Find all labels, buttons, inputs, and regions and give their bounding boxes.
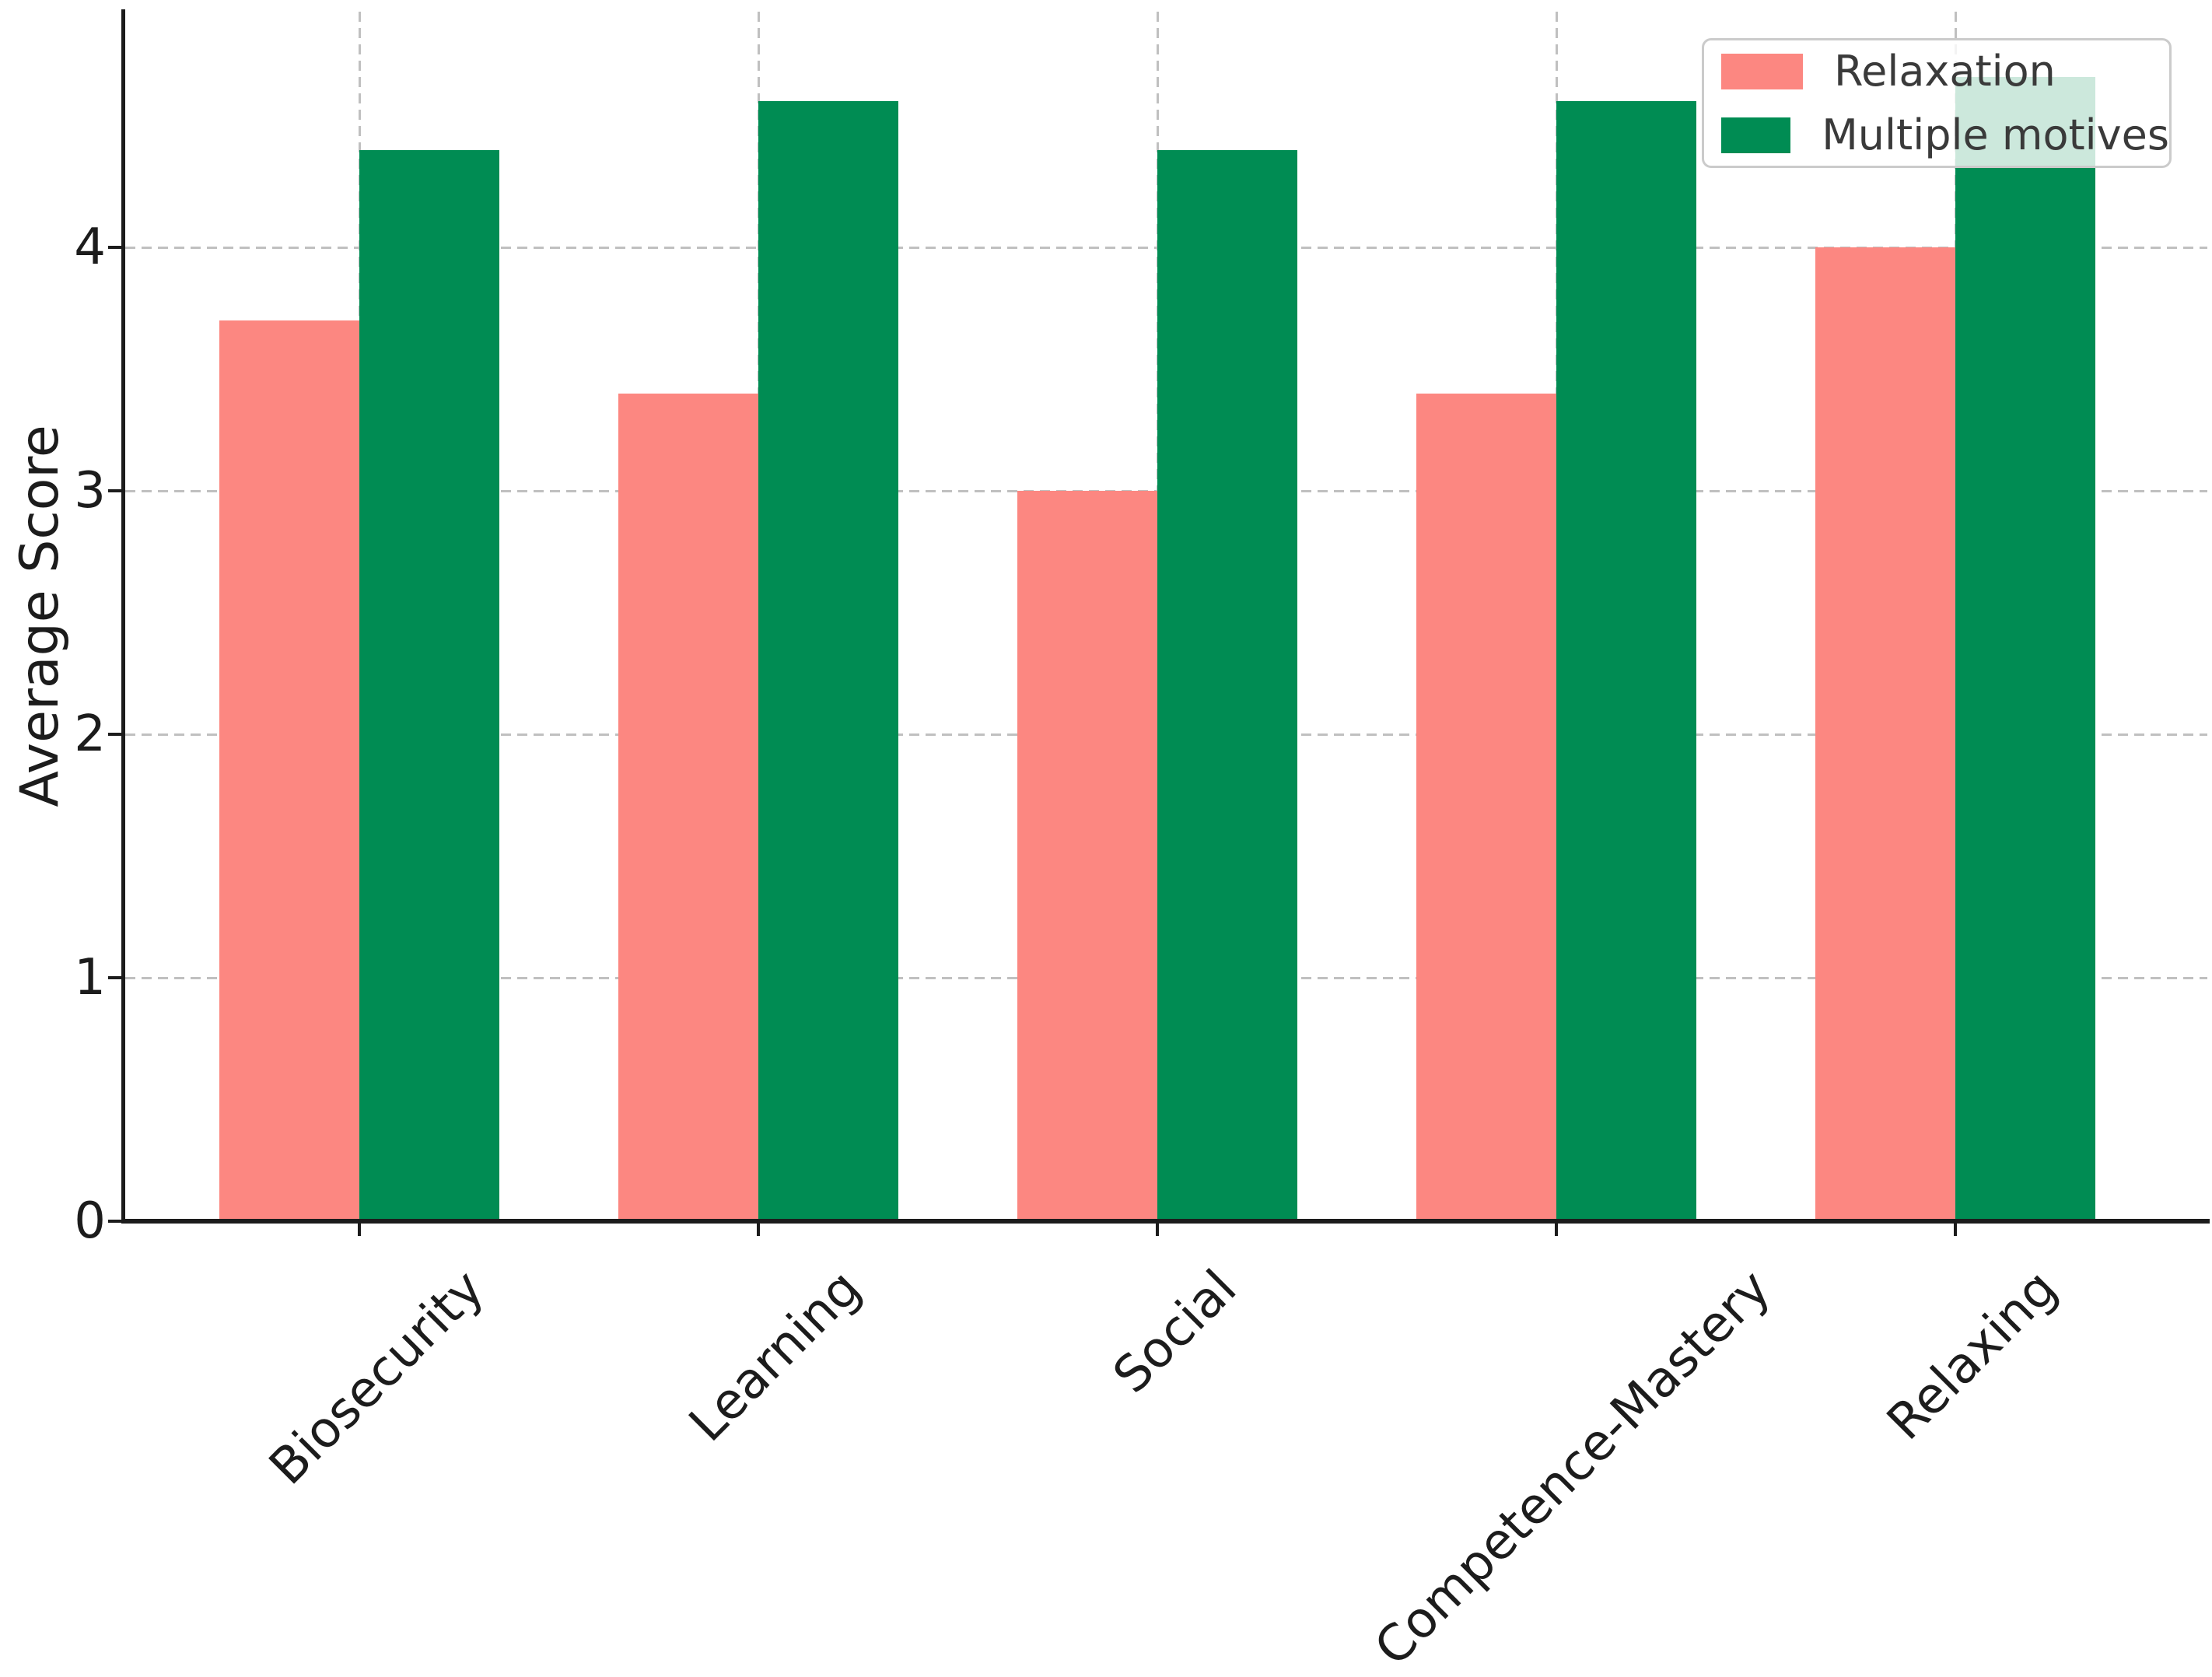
legend-label-multiple-motives: Multiple motives xyxy=(1822,110,2169,159)
y-axis-title: Average Score xyxy=(9,425,71,807)
x-tick-label-biosecurity: Biosecurity xyxy=(258,1259,495,1497)
legend-item-multiple-motives: Multiple motives xyxy=(1721,110,2169,159)
y-tick-label: 4 xyxy=(74,219,106,276)
bar-relaxation-competence-mastery xyxy=(1416,393,1556,1221)
bar-multiple-motives-relaxing xyxy=(1955,76,2095,1221)
x-tick xyxy=(1954,1224,1957,1236)
legend-label-relaxation: Relaxation xyxy=(1834,46,2056,96)
y-tick-label: 3 xyxy=(74,462,106,520)
legend-item-relaxation: Relaxation xyxy=(1721,46,2169,96)
y-tick-label: 2 xyxy=(74,705,106,763)
x-tick-label-relaxing: Relaxing xyxy=(1876,1259,2069,1451)
y-tick xyxy=(108,489,123,492)
legend-swatch-relaxation xyxy=(1721,53,1803,89)
bar-multiple-motives-competence-mastery xyxy=(1556,101,1696,1221)
x-axis-line xyxy=(121,1219,2210,1224)
y-axis-line xyxy=(121,9,125,1224)
x-tick-label-social: Social xyxy=(1102,1259,1248,1405)
legend-swatch-multiple-motives xyxy=(1721,117,1791,153)
plot-area: 0 1 2 3 4 Biosecurity Learning Social Competence… xyxy=(74,12,2207,1677)
bar-relaxation-biosecurity xyxy=(219,320,359,1221)
x-tick xyxy=(757,1224,760,1236)
y-tick xyxy=(108,1220,123,1223)
bar-relaxation-relaxing xyxy=(1815,247,1955,1221)
bar-relaxation-learning xyxy=(618,393,758,1221)
y-tick-label: 1 xyxy=(74,949,106,1007)
bar-multiple-motives-social xyxy=(1157,149,1297,1221)
y-tick-label: 0 xyxy=(74,1192,106,1250)
x-tick-label-competence-mastery: Competence-Mastery xyxy=(1363,1259,1782,1677)
legend: Relaxation Multiple motives xyxy=(1702,38,2172,168)
bar-multiple-motives-learning xyxy=(758,101,898,1221)
bar-multiple-motives-biosecurity xyxy=(359,149,499,1221)
x-tick xyxy=(1555,1224,1558,1236)
bar-chart-figure: 0 1 2 3 4 Biosecurity Learning Social Competence… xyxy=(9,9,2210,1677)
y-tick xyxy=(108,246,123,249)
y-tick xyxy=(108,976,123,979)
bar-relaxation-social xyxy=(1017,491,1157,1221)
y-tick xyxy=(108,733,123,736)
x-tick-label-learning: Learning xyxy=(678,1259,873,1453)
x-tick xyxy=(1156,1224,1159,1236)
x-tick xyxy=(358,1224,361,1236)
